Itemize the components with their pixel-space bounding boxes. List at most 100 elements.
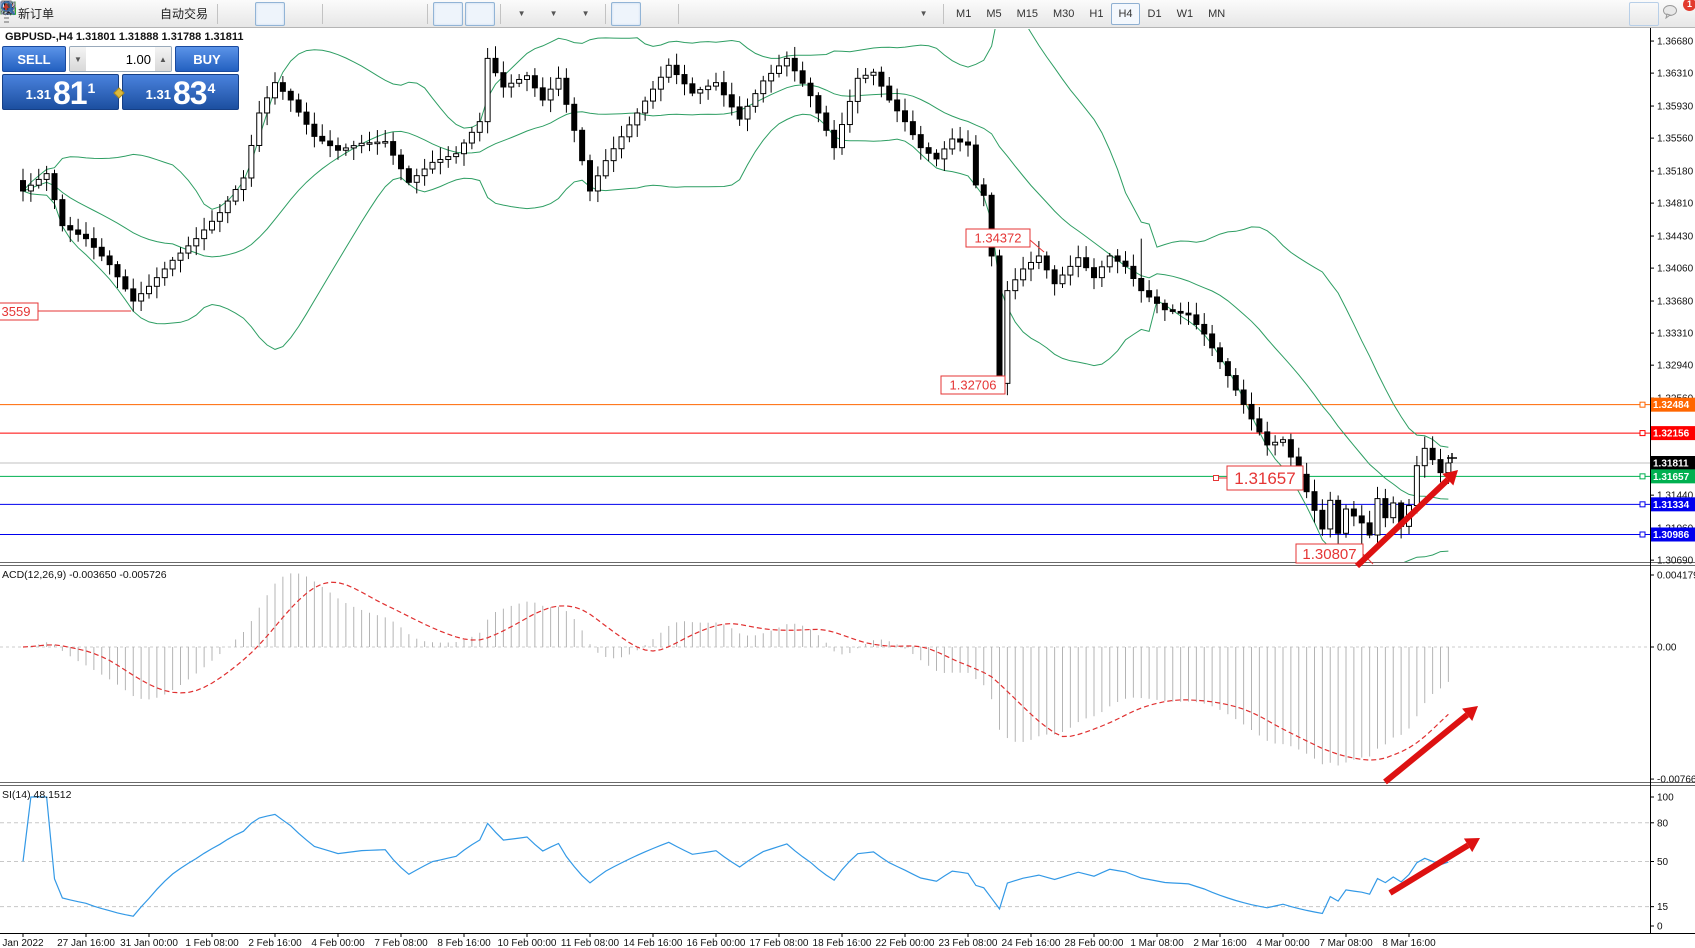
callout-text: 3559 (2, 304, 31, 319)
chart-line-button[interactable] (0, 2, 317, 26)
candle-body (421, 168, 428, 177)
price-callout-1.34372[interactable]: 1.34372 (965, 228, 1045, 253)
text-button[interactable]: A (4, 1, 874, 26)
candle-body (1437, 459, 1444, 474)
tab-timeframe-M5[interactable]: M5 (986, 7, 1002, 20)
tab-timeframe-W1[interactable]: W1 (1176, 7, 1194, 20)
price-callout-3559[interactable]: 3559 (0, 302, 131, 321)
trend-arrow-3[interactable] (1388, 838, 1480, 896)
horizontal-line-button[interactable] (1, 2, 746, 26)
tab-timeframe-M1[interactable]: M1 (956, 7, 972, 20)
candle-body (1185, 312, 1192, 316)
new-order-button[interactable]: 新订单 (1, 0, 58, 26)
cursor-button[interactable] (4, 1, 642, 26)
line-handle[interactable] (1639, 401, 1646, 408)
trendline-button[interactable] (1, 1, 778, 26)
buy-button[interactable]: BUY (175, 46, 239, 72)
candle-body (689, 83, 696, 94)
candle-body (185, 245, 192, 254)
arrows-button[interactable]: ▼ (3, 2, 938, 26)
candle-body (177, 252, 184, 261)
candle-body (264, 97, 271, 114)
signals-button[interactable] (1, 1, 154, 26)
volume-input[interactable] (86, 47, 155, 71)
tab-timeframe-H4[interactable]: H4 (1111, 2, 1140, 25)
vertical-line-button[interactable] (7, 1, 714, 26)
line-handle[interactable] (1639, 430, 1646, 437)
candle-body (894, 99, 901, 112)
fibonacci-button[interactable]: F (1, 2, 842, 26)
candle-body (51, 173, 58, 201)
price-callout-1.30807[interactable]: 1.30807 (1295, 543, 1374, 565)
candle-body (634, 112, 641, 126)
search-button[interactable] (1, 1, 1659, 26)
candle-body (382, 141, 389, 144)
time-tick-label: 14 Feb 16:00 (624, 938, 683, 948)
price-callout-1.31657[interactable]: 1.31657 (1213, 465, 1304, 491)
profiles-button[interactable] (2, 2, 90, 26)
tab-timeframe-H1[interactable]: H1 (1089, 7, 1104, 20)
price-tick-label: 1.35560 (1657, 134, 1694, 145)
market-watch-button[interactable] (1, 2, 122, 26)
text-label-button[interactable]: T (1, 1, 906, 26)
notifications-button[interactable]: 1 (1661, 0, 1695, 26)
crosshair-button[interactable] (1, 1, 673, 26)
buy-price-box[interactable]: 1.31 83 4 (122, 74, 239, 110)
candle-body (1232, 375, 1239, 391)
chart-shift-button[interactable] (1, 1, 496, 26)
time-tick-label: 22 Feb 00:00 (876, 938, 935, 948)
periods-button[interactable]: ▼ (1, 1, 568, 26)
candle-body (287, 90, 294, 101)
candle-body (319, 135, 326, 142)
tab-timeframe-M15[interactable]: M15 (1016, 7, 1038, 20)
price-marker-1.32484: 1.32484 (1651, 397, 1695, 412)
tab-timeframe-MN[interactable]: MN (1208, 7, 1226, 20)
tile-windows-button[interactable] (0, 1, 422, 26)
volume-increase-button[interactable]: ▲ (155, 47, 171, 71)
candle-body (752, 93, 759, 107)
trend-arrow-1[interactable] (1354, 470, 1458, 569)
candle-body (1051, 269, 1058, 285)
chart-bars-button[interactable] (1, 2, 253, 26)
chart-candles-button[interactable] (3, 1, 286, 26)
price-callout-1.32706[interactable]: 1.32706 (940, 375, 1006, 395)
candle-body (1059, 274, 1066, 285)
candle-body (1209, 333, 1216, 349)
candle-body (933, 152, 940, 160)
trend-arrow-2[interactable] (1383, 706, 1478, 785)
templates-button[interactable]: ▼ (1, 2, 600, 26)
candle-body (555, 77, 562, 90)
tab-timeframe-D1[interactable]: D1 (1147, 7, 1162, 20)
zoom-out-button[interactable] (1, 1, 390, 26)
candle-body (846, 100, 853, 126)
callout-text: 1.34372 (975, 231, 1022, 246)
candle-body (272, 82, 278, 99)
candle-body (547, 88, 554, 101)
macd-tick-label: 0.00 (1657, 643, 1677, 654)
macd-pane-label: ACD(12,26,9) -0.003650 -0.005726 (2, 569, 167, 581)
price-tick-label: 1.34430 (1657, 232, 1694, 243)
line-handle[interactable] (1639, 531, 1646, 538)
auto-trading-button[interactable]: 自动交易 (1, 2, 212, 26)
line-handle[interactable] (1639, 473, 1646, 480)
candle-body (1098, 266, 1105, 279)
indicators-button[interactable]: ▼ (1, 0, 536, 26)
sell-price-box[interactable]: 1.31 81 1 (2, 74, 125, 110)
auto-scroll-button[interactable] (1, 1, 464, 26)
candle-body (59, 199, 66, 227)
tab-timeframe-M30[interactable]: M30 (1053, 7, 1075, 20)
rsi-pane-label: SI(14) 48.1512 (2, 789, 72, 801)
callout-handle[interactable] (1213, 475, 1219, 481)
channel-button[interactable]: E (0, 1, 810, 26)
candle-body (1106, 255, 1113, 268)
candle-body (169, 259, 176, 270)
candle-body (161, 268, 168, 279)
zoom-in-button[interactable] (1, 1, 358, 26)
candle-body (1083, 257, 1090, 269)
line-handle[interactable] (1639, 501, 1646, 508)
arrow-head (1442, 470, 1458, 486)
time-tick-label: 7 Feb 08:00 (374, 938, 428, 948)
sell-button[interactable]: SELL (2, 46, 66, 72)
volume-decrease-button[interactable]: ▼ (70, 47, 86, 71)
